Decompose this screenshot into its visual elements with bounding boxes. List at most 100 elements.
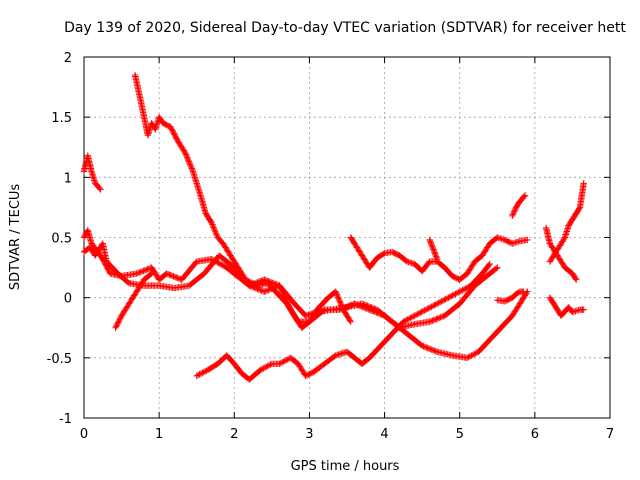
data-point [453,289,461,297]
data-point [213,231,220,238]
series-trace-1 [80,152,104,193]
data-point [216,260,224,267]
series-trace-12 [546,294,587,319]
data-point [142,266,150,273]
data-point [264,362,271,370]
data-point [432,253,440,260]
data-point [410,313,417,320]
data-point [580,306,587,313]
data-point [408,314,416,321]
data-point [116,316,123,323]
data-point [280,358,287,365]
data-point [360,301,367,308]
data-point [433,300,441,307]
y-tick-label: -0.5 [47,352,72,367]
x-tick-label: 1 [155,427,163,442]
data-point [452,290,459,298]
data-point [117,313,125,321]
data-point [494,264,501,271]
data-point [163,270,170,277]
chart-title: Day 139 of 2020, Sidereal Day-to-day VTE… [64,20,626,36]
data-point [426,236,433,244]
data-point [276,360,283,368]
data-point [257,366,264,374]
data-point [430,316,437,324]
data-point [423,344,430,351]
data-point [430,246,437,253]
data-point [187,162,194,169]
data-point [429,243,436,250]
data-point [255,286,263,293]
data-point [575,205,583,212]
data-point [265,362,273,369]
data-point [462,285,469,292]
data-point [332,288,339,295]
data-point [368,304,375,311]
data-point [428,303,435,310]
data-point [472,350,479,357]
data-point [258,277,265,284]
data-point [464,283,472,291]
data-point [136,269,143,276]
data-point [193,372,200,380]
data-point [422,306,430,313]
data-point [258,365,266,373]
data-point [242,276,249,283]
series-trace-5 [131,71,354,325]
data-point [449,292,456,299]
data-point [247,279,255,286]
data-point [333,291,341,298]
data-point [97,186,104,193]
data-point [113,321,121,329]
data-point [337,300,345,308]
data-point [201,368,209,375]
data-point [468,352,475,359]
data-point [437,314,444,321]
y-tick-label: 1.5 [51,111,72,126]
data-point [509,211,517,218]
data-point [338,302,345,309]
data-point [404,316,411,323]
data-point [428,346,435,353]
data-point [186,161,194,168]
data-point [446,293,454,301]
data-point [418,308,425,316]
data-point [220,262,228,270]
data-points [80,71,587,383]
data-point [429,346,437,354]
data-point [258,287,265,294]
series-trace-10 [509,192,529,220]
x-axis-label: GPS time / hours [291,459,400,474]
data-point [197,370,205,377]
data-point [209,221,216,228]
x-tick-label: 2 [230,427,238,442]
data-point [433,254,440,261]
data-point [425,304,432,312]
data-point [457,287,465,295]
data-point [469,351,477,359]
data-point [333,289,340,297]
data-point [168,272,176,279]
data-point [257,286,264,294]
data-point [210,224,217,231]
data-point [438,298,445,305]
data-point [147,271,154,278]
y-axis-label: SDTVAR / TECUs [8,184,23,291]
data-point [380,250,387,258]
data-point [196,371,203,378]
data-point [267,361,274,368]
data-point [209,222,217,230]
data-point [200,368,207,376]
data-point [181,148,188,156]
data-point [194,371,202,379]
data-point [405,315,413,322]
series-trace-8 [426,236,441,263]
data-point [281,357,289,365]
data-point [208,219,215,227]
x-tick-label: 3 [305,427,313,442]
data-point [510,208,518,215]
y-tick-label: -1 [59,412,72,427]
data-point [431,250,439,257]
data-point [115,317,123,325]
series-trace-9 [494,288,527,305]
